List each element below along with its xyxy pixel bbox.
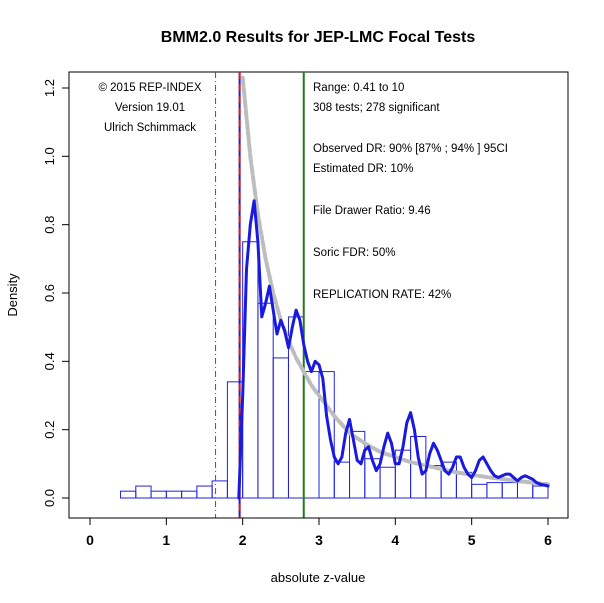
observed-dr-annotation: Observed DR: 90% [87% ; 94% ] 95CI: [313, 143, 508, 155]
x-tick-label: 0: [86, 532, 94, 548]
x-tick-label: 1: [162, 532, 170, 548]
estimated-dr-annotation: Estimated DR: 10%: [313, 163, 413, 175]
y-tick-label: 0.0: [42, 489, 57, 507]
y-tick-label: 1.0: [42, 147, 57, 165]
replication-rate-annotation: REPLICATION RATE: 42%: [313, 289, 451, 301]
y-tick-label: 0.8: [42, 216, 57, 234]
soric-fdr-annotation: Soric FDR: 50%: [313, 247, 395, 259]
y-tick-label: 0.2: [42, 421, 57, 439]
copyright-annotation: © 2015 REP-INDEX: [98, 82, 201, 94]
y-axis-label: Density: [5, 273, 20, 317]
model-density-curve: [240, 75, 550, 487]
observed-density-curve: [237, 199, 550, 500]
chart-title: BMM2.0 Results for JEP-LMC Focal Tests: [161, 29, 476, 46]
y-axis: 0.0 0.2 0.4 0.6 0.8 1.0 1.2: [42, 79, 70, 507]
density-curves: [237, 75, 550, 500]
y-tick-label: 0.6: [42, 284, 57, 302]
histogram-bar: [318, 371, 335, 499]
x-tick-label: 3: [315, 532, 323, 548]
author-annotation: Ulrich Schimmack: [104, 122, 196, 134]
y-tick-label: 1.2: [42, 79, 57, 97]
y-tick-label: 0.4: [42, 352, 57, 370]
range-annotation: Range: 0.41 to 10: [313, 82, 404, 94]
x-tick-label: 5: [468, 532, 476, 548]
x-axis: 0 1 2 3 4 5 6: [86, 517, 552, 548]
x-tick-label: 4: [391, 532, 399, 548]
file-drawer-annotation: File Drawer Ratio: 9.46: [313, 205, 431, 217]
tests-annotation: 308 tests; 278 significant: [313, 102, 440, 114]
x-tick-label: 2: [239, 532, 247, 548]
x-axis-label: absolute z-value: [271, 570, 366, 585]
histogram-bar: [532, 485, 549, 499]
version-annotation: Version 19.01: [115, 102, 185, 114]
x-tick-label: 6: [544, 532, 552, 548]
